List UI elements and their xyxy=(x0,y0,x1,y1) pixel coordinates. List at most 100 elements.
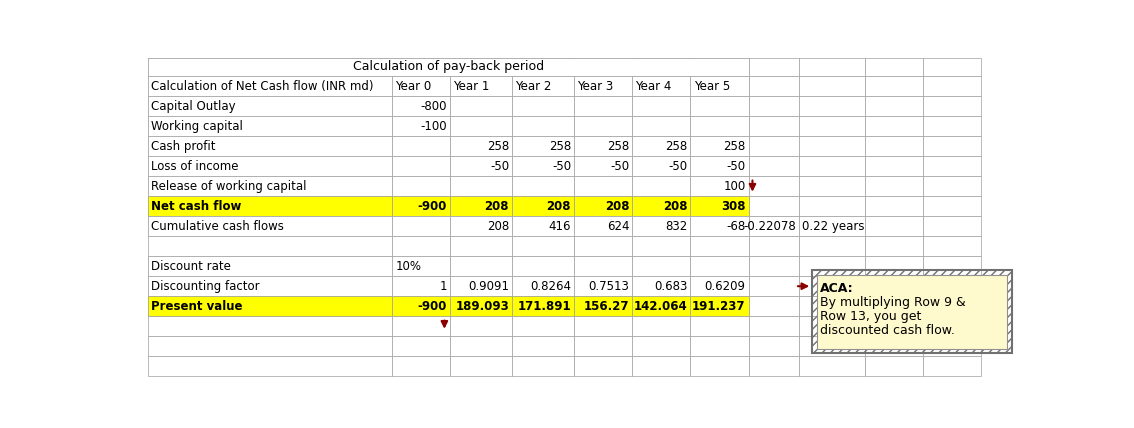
Text: Working capital: Working capital xyxy=(151,119,243,133)
Bar xyxy=(865,216,923,236)
Text: 624: 624 xyxy=(607,220,629,233)
Bar xyxy=(147,196,392,216)
Text: Cash profit: Cash profit xyxy=(151,140,215,152)
Bar xyxy=(450,216,513,236)
Bar xyxy=(450,76,513,96)
Bar xyxy=(923,316,981,336)
Bar xyxy=(865,276,923,296)
Bar xyxy=(812,270,1012,353)
Text: 156.27: 156.27 xyxy=(584,300,629,313)
Bar xyxy=(392,216,450,236)
Bar xyxy=(574,236,633,256)
Bar xyxy=(147,196,392,216)
Bar xyxy=(633,156,691,176)
Text: Present value: Present value xyxy=(151,300,243,313)
Bar xyxy=(748,57,799,76)
Bar xyxy=(691,136,748,156)
Text: 416: 416 xyxy=(549,220,572,233)
Bar xyxy=(748,276,799,296)
Bar xyxy=(450,296,513,316)
Bar xyxy=(513,316,574,336)
Bar xyxy=(923,136,981,156)
Text: -0.22078: -0.22078 xyxy=(743,220,796,233)
Bar xyxy=(513,216,574,236)
Bar xyxy=(147,236,392,256)
Bar xyxy=(513,116,574,136)
Bar xyxy=(450,176,513,196)
Bar xyxy=(574,176,633,196)
Text: Year 3: Year 3 xyxy=(577,80,613,92)
Bar xyxy=(799,276,865,296)
Bar xyxy=(574,116,633,136)
Bar xyxy=(633,116,691,136)
Bar xyxy=(865,196,923,216)
Bar xyxy=(513,336,574,356)
Bar xyxy=(865,176,923,196)
Text: -50: -50 xyxy=(552,160,572,172)
Bar xyxy=(748,96,799,116)
Bar xyxy=(392,196,450,216)
Bar xyxy=(799,356,865,376)
Bar xyxy=(923,336,981,356)
Bar xyxy=(513,116,574,136)
Bar xyxy=(691,296,748,316)
Bar xyxy=(691,296,748,316)
Bar xyxy=(392,256,450,276)
Bar xyxy=(513,136,574,156)
Bar xyxy=(147,156,392,176)
Bar xyxy=(392,216,450,236)
Bar xyxy=(450,236,513,256)
Bar xyxy=(392,276,450,296)
Text: 142.064: 142.064 xyxy=(634,300,687,313)
Bar xyxy=(147,176,392,196)
Bar xyxy=(450,136,513,156)
Bar xyxy=(633,216,691,236)
Bar xyxy=(748,176,799,196)
Bar xyxy=(799,336,865,356)
Bar xyxy=(513,256,574,276)
Bar xyxy=(147,276,392,296)
Bar xyxy=(691,336,748,356)
Bar xyxy=(513,276,574,296)
Bar xyxy=(633,136,691,156)
Bar xyxy=(799,296,865,316)
Bar xyxy=(147,57,392,76)
Bar xyxy=(392,116,450,136)
Text: discounted cash flow.: discounted cash flow. xyxy=(820,324,955,337)
Text: 171.891: 171.891 xyxy=(517,300,572,313)
Text: 100: 100 xyxy=(723,180,745,193)
Bar xyxy=(513,356,574,376)
Bar xyxy=(392,176,450,196)
Bar xyxy=(513,156,574,176)
Bar xyxy=(450,196,513,216)
Bar xyxy=(574,256,633,276)
Bar xyxy=(450,116,513,136)
Text: 258: 258 xyxy=(666,140,687,152)
Text: -68: -68 xyxy=(726,220,745,233)
Bar xyxy=(147,256,392,276)
Bar xyxy=(633,256,691,276)
Text: Discount rate: Discount rate xyxy=(151,260,231,273)
Bar xyxy=(450,156,513,176)
Bar xyxy=(513,156,574,176)
Bar xyxy=(392,336,450,356)
Text: -50: -50 xyxy=(490,160,509,172)
Bar xyxy=(799,216,865,236)
Bar xyxy=(923,96,981,116)
Bar xyxy=(574,76,633,96)
Bar xyxy=(691,76,748,96)
Bar xyxy=(574,136,633,156)
Bar xyxy=(691,176,748,196)
Text: 10%: 10% xyxy=(395,260,421,273)
Bar xyxy=(574,136,633,156)
Bar xyxy=(748,256,799,276)
Bar xyxy=(574,216,633,236)
Bar xyxy=(147,76,392,96)
Bar xyxy=(633,57,691,76)
Bar xyxy=(799,216,865,236)
Bar xyxy=(633,136,691,156)
Bar xyxy=(865,156,923,176)
Bar xyxy=(691,116,748,136)
Bar xyxy=(392,296,450,316)
Bar xyxy=(513,196,574,216)
